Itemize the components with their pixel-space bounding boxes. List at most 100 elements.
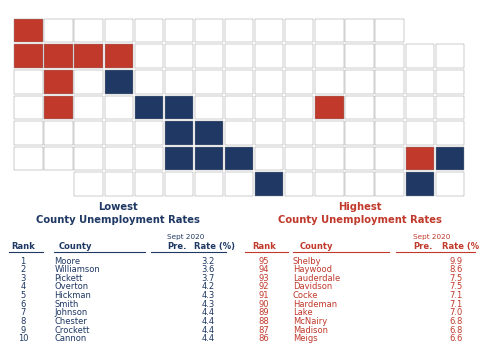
Text: 90: 90 [259,300,269,309]
Bar [255,70,283,94]
Bar [285,45,313,68]
Text: 87: 87 [259,326,269,335]
Bar [225,172,253,196]
Bar [74,147,103,170]
Bar [44,147,72,170]
Text: Rate (%): Rate (%) [442,242,480,251]
Text: 3.2: 3.2 [201,257,215,265]
Bar [315,147,344,170]
Bar [315,70,344,94]
Text: 7.0: 7.0 [449,308,463,317]
Text: Cocke: Cocke [293,291,318,300]
Text: 8: 8 [20,317,25,326]
Text: 4.4: 4.4 [201,317,215,326]
Text: 93: 93 [259,274,269,283]
Text: 4.3: 4.3 [201,300,215,309]
Text: Smith: Smith [54,300,79,309]
Bar [74,172,103,196]
Bar [134,19,163,43]
Text: County: County [300,242,334,251]
Text: 8.6: 8.6 [449,265,463,274]
Bar [105,96,133,119]
Bar [14,45,43,68]
Text: 6.6: 6.6 [449,334,463,343]
Text: Cannon: Cannon [54,334,87,343]
Bar [44,19,72,43]
Text: 6.8: 6.8 [449,317,463,326]
Bar [436,147,464,170]
Text: Shelby: Shelby [293,257,322,265]
Bar [375,19,404,43]
Bar [165,121,193,145]
Bar [375,96,404,119]
Text: Lake: Lake [293,308,312,317]
Bar [14,70,43,94]
Bar [134,147,163,170]
Bar [375,121,404,145]
Bar [225,147,253,170]
Bar [285,70,313,94]
Bar [436,45,464,68]
Bar [375,172,404,196]
Text: Moore: Moore [54,257,81,265]
Bar [105,45,133,68]
Bar [44,70,72,94]
Bar [285,19,313,43]
Text: 91: 91 [259,291,269,300]
Bar [105,70,133,94]
Bar [346,19,373,43]
Text: 3.6: 3.6 [201,265,215,274]
Text: 92: 92 [259,283,269,292]
Bar [105,172,133,196]
Text: 9.9: 9.9 [449,257,463,265]
Bar [346,147,373,170]
Bar [406,121,434,145]
Text: 4.2: 4.2 [201,283,215,292]
Bar [165,172,193,196]
Bar [195,172,223,196]
Bar [285,96,313,119]
Bar [225,45,253,68]
Text: Highest
County Unemployment Rates: Highest County Unemployment Rates [278,202,442,225]
Bar [134,121,163,145]
Text: 6: 6 [20,300,25,309]
Text: Crockett: Crockett [54,326,90,335]
Bar [375,45,404,68]
Text: 4.3: 4.3 [201,291,215,300]
Text: 4.4: 4.4 [201,334,215,343]
Bar [195,96,223,119]
Bar [406,45,434,68]
Text: 3: 3 [20,274,25,283]
Text: 7.1: 7.1 [449,300,463,309]
Text: Sept 2020: Sept 2020 [413,234,451,239]
Bar [14,147,43,170]
Text: Sept 2020: Sept 2020 [167,234,204,239]
Text: 4.4: 4.4 [201,326,215,335]
Bar [14,121,43,145]
Text: Rate (%): Rate (%) [194,242,235,251]
Text: 7.5: 7.5 [449,283,463,292]
Text: Pickett: Pickett [54,274,83,283]
Text: Williamson: Williamson [54,265,100,274]
Bar [165,19,193,43]
Bar [225,70,253,94]
Bar [346,96,373,119]
Bar [195,70,223,94]
Bar [44,96,72,119]
Text: 2: 2 [20,265,25,274]
Bar [346,70,373,94]
Text: 88: 88 [259,317,269,326]
Text: 4.4: 4.4 [201,308,215,317]
Bar [105,121,133,145]
Bar [195,45,223,68]
Bar [436,70,464,94]
Bar [436,96,464,119]
Bar [346,45,373,68]
Text: Chester: Chester [54,317,87,326]
Bar [105,19,133,43]
Text: Meigs: Meigs [293,334,317,343]
Bar [255,147,283,170]
Bar [225,19,253,43]
Bar [134,96,163,119]
Bar [406,147,434,170]
